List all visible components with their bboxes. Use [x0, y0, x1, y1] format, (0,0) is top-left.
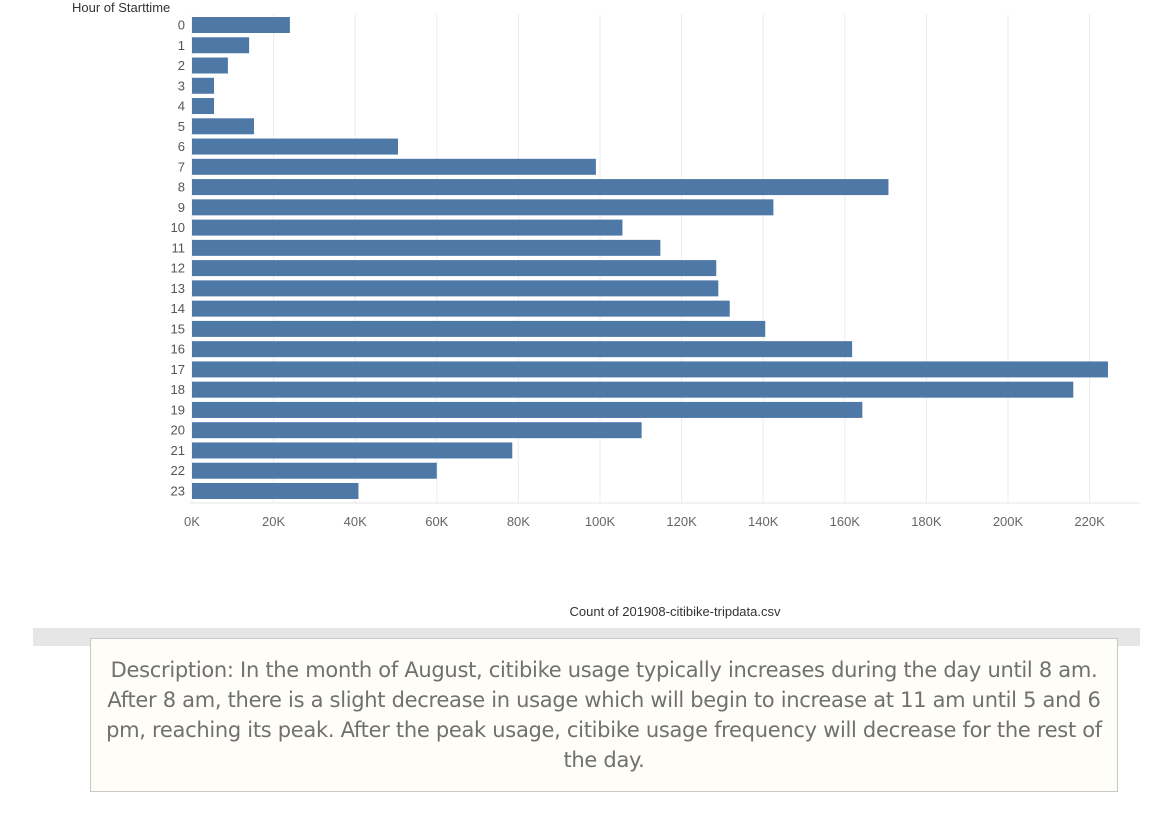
category-label: 21: [171, 443, 185, 458]
bar-hour-7[interactable]: [192, 158, 596, 175]
bar-hour-11[interactable]: [192, 239, 661, 256]
category-label: 10: [171, 220, 185, 235]
category-label: 18: [171, 382, 185, 397]
category-label: 11: [172, 240, 186, 255]
bar-hour-2[interactable]: [192, 57, 228, 74]
bar-hour-20[interactable]: [192, 422, 642, 439]
category-label: 22: [171, 463, 185, 478]
bar-hour-19[interactable]: [192, 401, 863, 418]
x-tick-label: 160K: [830, 514, 861, 529]
bar-hour-17[interactable]: [192, 361, 1108, 378]
x-tick-label: 100K: [585, 514, 616, 529]
category-label: 17: [171, 362, 185, 377]
category-label: 8: [178, 180, 185, 195]
bar-hour-21[interactable]: [192, 442, 513, 459]
category-label: 20: [171, 423, 185, 438]
bar-hour-22[interactable]: [192, 462, 437, 479]
category-label: 19: [171, 402, 185, 417]
bar-hour-6[interactable]: [192, 138, 399, 155]
bars: [192, 17, 1108, 499]
category-label: 15: [171, 321, 185, 336]
bar-hour-5[interactable]: [192, 118, 255, 135]
bar-hour-16[interactable]: [192, 341, 853, 358]
category-label: 3: [178, 78, 185, 93]
x-tick-label: 120K: [666, 514, 697, 529]
bar-hour-14[interactable]: [192, 300, 730, 317]
bar-hour-15[interactable]: [192, 320, 766, 337]
category-label: 16: [171, 342, 185, 357]
category-label: 9: [178, 200, 185, 215]
bar-hour-9[interactable]: [192, 199, 774, 216]
bar-hour-12[interactable]: [192, 260, 717, 277]
x-tick-label: 200K: [993, 514, 1024, 529]
bar-hour-3[interactable]: [192, 77, 215, 94]
bar-hour-8[interactable]: [192, 179, 889, 196]
bar-hour-0[interactable]: [192, 17, 290, 33]
x-axis-title: Count of 201908-citibike-tripdata.csv: [569, 604, 781, 619]
grid-lines: [190, 14, 1140, 504]
x-tick-label: 180K: [911, 514, 942, 529]
bar-hour-10[interactable]: [192, 219, 623, 236]
x-tick-label: 220K: [1074, 514, 1105, 529]
category-label: 23: [171, 483, 185, 498]
x-tick-label: 140K: [748, 514, 779, 529]
category-label: 4: [178, 99, 185, 114]
category-label: 12: [171, 261, 185, 276]
bar-hour-1[interactable]: [192, 37, 250, 54]
category-label: 5: [178, 119, 185, 134]
x-tick-label: 0K: [184, 514, 200, 529]
category-label: 7: [178, 159, 185, 174]
category-label: 13: [171, 281, 185, 296]
x-tick-label: 80K: [507, 514, 530, 529]
category-label: 1: [178, 38, 185, 53]
bar-hour-13[interactable]: [192, 280, 719, 297]
category-label: 14: [171, 301, 185, 316]
x-tick-label: 40K: [344, 514, 367, 529]
description-text: Description: In the month of August, cit…: [106, 658, 1102, 772]
category-label: 6: [178, 139, 185, 154]
x-tick-label: 20K: [262, 514, 285, 529]
description-box: Description: In the month of August, cit…: [90, 638, 1118, 792]
bar-hour-4[interactable]: [192, 98, 215, 115]
bar-hour-23[interactable]: [192, 482, 359, 499]
x-tick-label: 60K: [425, 514, 448, 529]
category-label: 0: [178, 18, 185, 33]
y-axis-title: Hour of Starttime: [72, 0, 171, 15]
x-tick-labels: 0K 20K 40K 60K 80K 100K 120K 140K 160K 180K 200K 22…: [184, 514, 1105, 529]
bar-hour-18[interactable]: [192, 381, 1074, 398]
category-label: 2: [178, 58, 185, 73]
